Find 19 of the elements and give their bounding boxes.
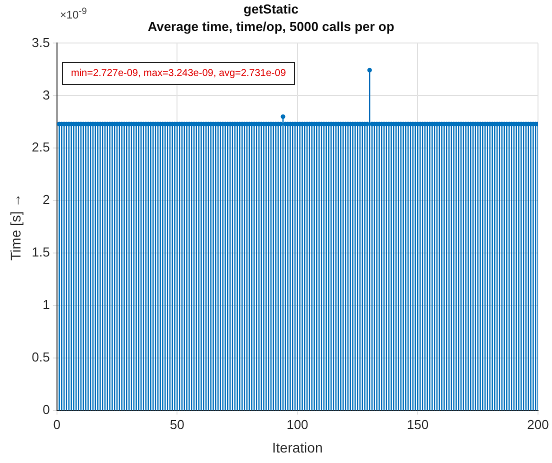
- y-tick-label: 2.5: [32, 140, 50, 155]
- x-tick-label: 50: [170, 416, 184, 432]
- x-axis-title: Iteration: [272, 439, 323, 456]
- x-tick-label: 150: [406, 416, 429, 432]
- chart-subtitle: Average time, time/op, 5000 calls per op: [148, 18, 394, 34]
- y-tick-label: 0: [42, 402, 50, 418]
- y-tick-label: 2: [42, 192, 50, 208]
- y-tick-label: 3.5: [32, 34, 50, 50]
- y-tick-label: 1.5: [32, 244, 50, 260]
- chart-title: getStatic: [244, 1, 298, 16]
- y-tick-label: 3: [42, 87, 50, 102]
- x-tick-label: 0: [53, 416, 60, 432]
- y-axis-title: Time [s] →: [7, 193, 24, 260]
- x-tick-label: 200: [527, 416, 549, 432]
- x-tick-label: 100: [286, 416, 308, 432]
- annotation: min=2.727e-09, max=3.243e-09, avg=2.731e-09: [62, 62, 295, 85]
- y-tick-label: 1: [42, 297, 50, 312]
- text: ×10$^{-9}$: [60, 6, 87, 22]
- y-tick-label: 0.5: [32, 350, 50, 365]
